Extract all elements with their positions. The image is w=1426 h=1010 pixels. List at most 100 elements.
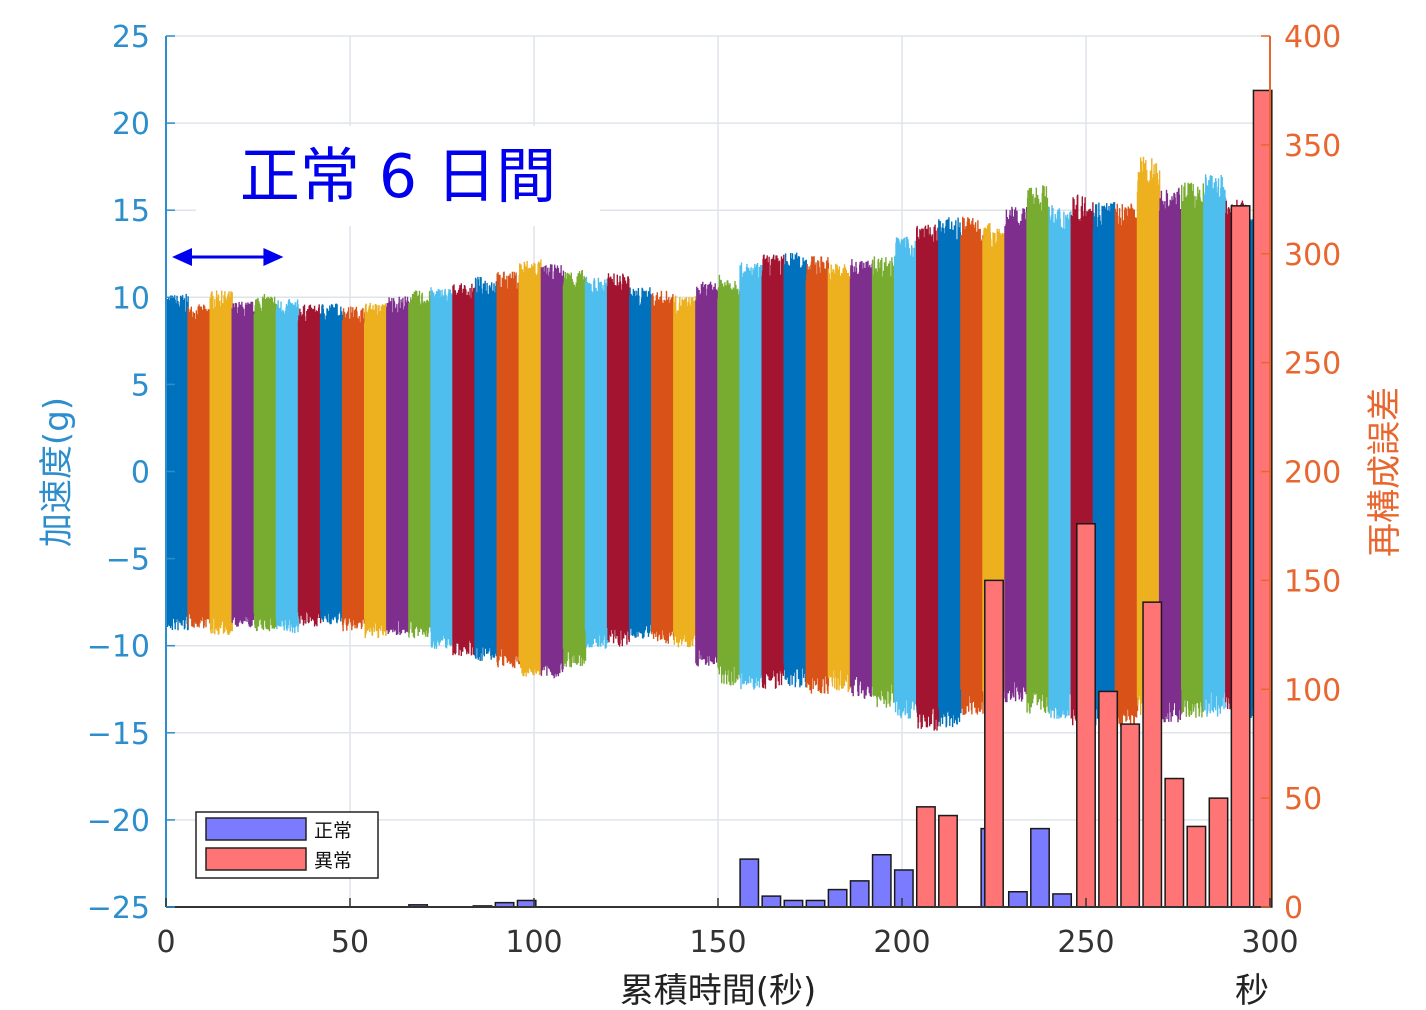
signal-segment	[1114, 203, 1139, 728]
legend-label-abnormal: 異常	[314, 850, 352, 872]
y-left-tick-label: −20	[87, 804, 150, 839]
x-unit-label: 秒	[1235, 971, 1269, 1010]
y-right-tick-label: 150	[1284, 564, 1341, 599]
signal-trace	[849, 259, 874, 699]
y-left-tick-label: 10	[112, 281, 150, 316]
signal-trace	[1114, 203, 1139, 728]
signal-trace	[982, 223, 1006, 708]
signal-trace	[386, 296, 410, 635]
signal-segment	[474, 276, 498, 661]
signal-segment	[518, 259, 543, 677]
y-right-tick-label: 350	[1284, 129, 1341, 164]
x-tick-label: 100	[505, 925, 562, 960]
y-right-tick-label: 0	[1284, 891, 1303, 926]
y-left-axis-label: 加速度(g)	[37, 397, 77, 547]
bar-abnormal	[1186, 825, 1207, 908]
y-left-tick-label: 0	[131, 456, 150, 491]
x-tick-label: 300	[1241, 925, 1298, 960]
signal-segment	[496, 271, 520, 669]
signal-segment	[761, 254, 785, 689]
annotation-arrow	[172, 248, 284, 266]
y-right-tick-label: 250	[1284, 347, 1341, 382]
signal-trace	[916, 224, 940, 731]
signal-trace	[1004, 206, 1028, 703]
signal-segment	[651, 290, 675, 644]
signal-segment	[739, 262, 763, 690]
signal-trace	[960, 216, 984, 715]
signal-trace	[893, 236, 918, 719]
y-left-tick-label: 25	[112, 20, 150, 55]
signal-segment	[1092, 202, 1117, 726]
signal-trace	[496, 271, 520, 669]
legend-swatch-normal	[205, 817, 307, 841]
signal-trace	[430, 287, 454, 649]
signal-segment	[540, 264, 565, 679]
x-tick-label: 50	[331, 925, 369, 960]
signal-trace	[827, 263, 852, 693]
y-right-tick-label: 100	[1284, 673, 1341, 708]
signal-trace	[364, 302, 388, 639]
annotation: 正常 6 日間	[172, 126, 600, 266]
signal-segment	[916, 224, 940, 731]
signal-trace	[297, 304, 322, 627]
annotation-backdrop	[196, 126, 600, 226]
signal-trace	[1070, 194, 1095, 728]
annotation-arrowhead-right	[263, 248, 284, 266]
y-right-axis-label: 再構成誤差	[1365, 387, 1405, 557]
signal-trace	[761, 254, 785, 689]
x-tick-label: 250	[1057, 925, 1114, 960]
signal-segment	[408, 290, 432, 639]
legend: 正常 異常	[195, 811, 379, 879]
signal-trace	[209, 290, 233, 635]
y-left-tick-label: −25	[87, 891, 150, 926]
signal-segment	[1136, 156, 1161, 715]
bar-abnormal	[1164, 777, 1185, 908]
legend-swatch-abnormal	[205, 847, 307, 871]
bar-layer	[408, 89, 1273, 908]
signal-segment	[783, 252, 807, 688]
bar-normal	[1052, 893, 1073, 908]
signal-trace	[319, 303, 344, 625]
signal-segment	[673, 295, 697, 648]
signal-trace	[1092, 202, 1117, 726]
y-right-tick-label: 300	[1284, 238, 1341, 273]
bar-normal	[827, 888, 848, 908]
signal-trace	[1048, 205, 1072, 719]
y-left-tick-label: 5	[131, 368, 150, 403]
signal-trace	[1158, 187, 1183, 723]
y-right-tick-label: 400	[1284, 20, 1341, 55]
bar-normal	[893, 869, 914, 908]
signal-segment	[253, 294, 278, 632]
x-tick-label: 0	[156, 925, 175, 960]
y-left-tick-label: −15	[87, 717, 150, 752]
y-left-tick-label: 15	[112, 194, 150, 229]
bar-abnormal	[1230, 205, 1251, 908]
signal-segment	[341, 306, 366, 632]
signal-segment	[893, 236, 918, 719]
tick-labels: 0 50 100 150 200 250 300−25−20−15−10−505101520…	[87, 20, 1342, 960]
signal-trace	[408, 290, 432, 639]
y-left-tick-label: −10	[87, 630, 150, 665]
signal-trace	[562, 270, 587, 668]
bar-normal	[1007, 891, 1028, 908]
bar-abnormal	[938, 814, 958, 908]
annotation-text: 正常 6 日間	[240, 142, 556, 212]
signal-trace	[717, 274, 741, 686]
annotation-arrowhead-left	[172, 248, 192, 266]
signal-segment	[1004, 206, 1028, 703]
signal-segment	[297, 304, 322, 627]
signal-segment	[717, 274, 741, 686]
bar-normal	[849, 880, 870, 908]
y-left-tick-label: −5	[106, 543, 150, 578]
y-right-tick-label: 50	[1284, 782, 1322, 817]
signal-segment	[187, 304, 211, 629]
signal-trace	[1203, 174, 1227, 717]
signal-trace	[651, 290, 675, 644]
signal-trace	[452, 283, 476, 656]
signal-segment	[275, 299, 300, 634]
signal-segment	[871, 256, 896, 708]
signal-trace	[606, 273, 631, 647]
signal-segment	[231, 301, 255, 628]
signal-trace	[1181, 182, 1205, 718]
